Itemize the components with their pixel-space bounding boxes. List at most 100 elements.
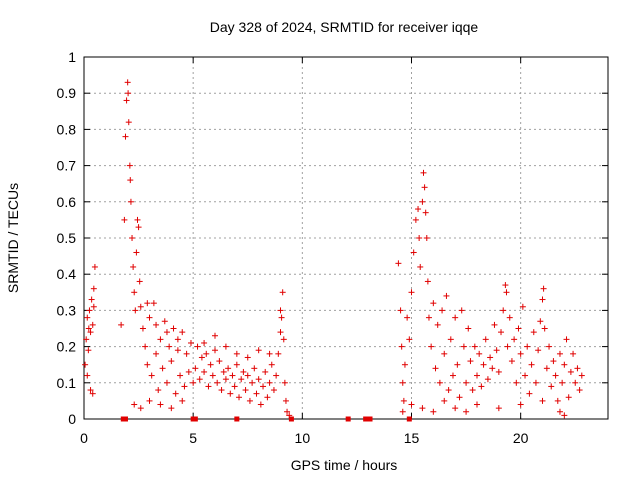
data-point [281, 379, 288, 386]
data-point [504, 343, 511, 350]
data-point [91, 263, 98, 270]
data-point [83, 336, 90, 343]
baseline-point [367, 416, 373, 422]
data-point [471, 343, 478, 350]
data-point [194, 343, 201, 350]
data-point [559, 379, 566, 386]
y-tick-label: 1 [68, 49, 76, 65]
data-point [454, 361, 461, 368]
data-point [127, 177, 134, 184]
data-point [398, 343, 405, 350]
data-point [127, 198, 134, 205]
data-point [231, 383, 238, 390]
data-point [153, 350, 160, 357]
data-point [395, 260, 402, 267]
data-point [277, 329, 284, 336]
data-points [82, 79, 585, 422]
data-point [88, 296, 95, 303]
data-point [163, 379, 170, 386]
data-point [137, 303, 144, 310]
data-point [157, 336, 164, 343]
data-point [87, 387, 94, 394]
y-tick-label: 0.3 [57, 302, 77, 318]
data-point [528, 361, 535, 368]
y-tick-label: 0.7 [57, 158, 77, 174]
data-point [489, 365, 496, 372]
data-point [125, 119, 132, 126]
data-point [135, 224, 142, 231]
y-tick-label: 0.4 [57, 266, 77, 282]
y-axis-label: SRMTID / TECUs [5, 183, 21, 293]
x-axis-label: GPS time / hours [291, 457, 398, 473]
data-point [498, 329, 505, 336]
x-tick-label: 0 [80, 430, 88, 446]
data-point [203, 350, 210, 357]
data-point [82, 361, 89, 368]
data-point [279, 289, 286, 296]
data-point [168, 405, 175, 412]
data-point [150, 300, 157, 307]
data-point [552, 372, 559, 379]
data-point [480, 361, 487, 368]
data-point [458, 307, 465, 314]
chart-title: Day 328 of 2024, SRMTID for receiver iqq… [210, 19, 479, 35]
data-point [129, 235, 136, 241]
data-point [253, 390, 260, 397]
data-point [260, 383, 267, 390]
data-point [495, 405, 502, 412]
data-point [421, 184, 428, 191]
data-point [89, 321, 96, 328]
data-point [227, 390, 234, 397]
data-point [478, 383, 485, 390]
data-point [546, 343, 553, 350]
data-point [482, 336, 489, 343]
data-point [419, 405, 426, 412]
data-point [205, 383, 212, 390]
data-point [155, 387, 162, 394]
data-point [284, 408, 291, 415]
data-point [432, 365, 439, 372]
data-point [216, 358, 223, 365]
data-point [567, 368, 574, 375]
x-axis-ticks: 0 5 10 15 20 [80, 57, 529, 446]
data-point [118, 321, 125, 328]
data-point [399, 408, 406, 415]
data-point [428, 343, 435, 350]
data-point [278, 314, 285, 321]
data-point [146, 397, 153, 404]
data-point [452, 314, 459, 321]
data-point [121, 216, 128, 223]
baseline-point [234, 416, 240, 422]
data-point [447, 336, 454, 343]
data-point [449, 372, 456, 379]
data-point [214, 379, 221, 386]
data-point [463, 379, 470, 386]
data-point [273, 372, 280, 379]
data-point [268, 361, 275, 368]
data-point [244, 354, 251, 361]
data-point [266, 379, 273, 386]
data-point [174, 336, 181, 343]
data-point [233, 350, 240, 357]
data-point [434, 321, 441, 328]
data-point [572, 379, 579, 386]
data-point [556, 408, 563, 415]
baseline-point [345, 416, 351, 422]
baseline-point [288, 416, 294, 422]
data-point [282, 397, 289, 404]
data-point [85, 347, 92, 354]
data-point [467, 358, 474, 365]
data-point [229, 372, 236, 379]
data-point [139, 325, 146, 332]
data-point [209, 372, 216, 379]
data-point [168, 358, 175, 365]
data-point [493, 347, 500, 354]
data-point [511, 336, 518, 343]
data-point [130, 263, 137, 270]
data-point [163, 329, 170, 336]
data-point [452, 405, 459, 412]
data-point [146, 314, 153, 321]
data-point [220, 368, 227, 375]
y-tick-label: 0.1 [57, 375, 77, 391]
data-point [445, 387, 452, 394]
